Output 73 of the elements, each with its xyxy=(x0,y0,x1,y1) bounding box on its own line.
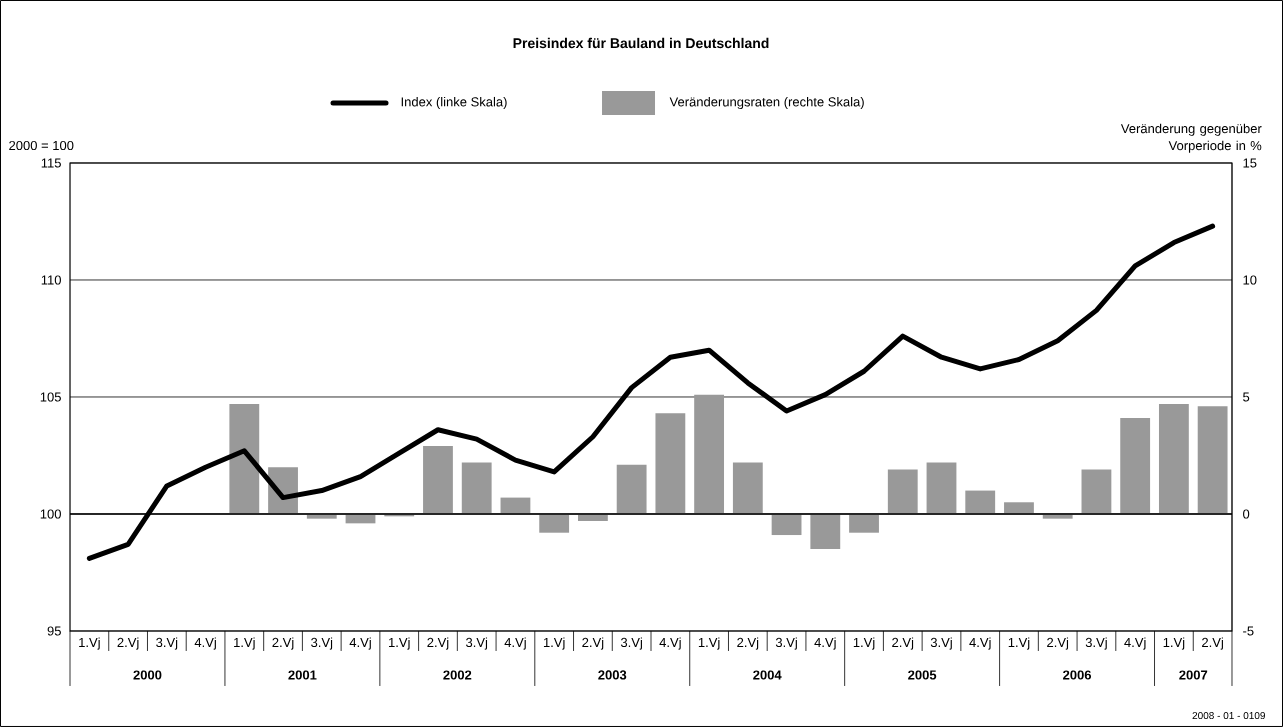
bar xyxy=(1081,469,1112,514)
x-tick-label: 2.Vj xyxy=(272,637,294,650)
x-tick-label: 1.Vj xyxy=(543,637,565,650)
x-tick-label: 2.Vj xyxy=(582,637,604,650)
bar xyxy=(732,462,763,514)
bar xyxy=(655,413,686,514)
bar xyxy=(694,394,725,514)
text: 2005 xyxy=(908,670,937,680)
x-tick-label: 1.Vj xyxy=(389,637,410,650)
x-tick-label: 4.Vj xyxy=(814,637,836,650)
y-tick-label: 95 xyxy=(47,626,61,636)
bar xyxy=(229,404,260,514)
x-tick-label: 2.Vj xyxy=(117,637,139,650)
x-tick-label: 2.Vj xyxy=(1047,637,1069,650)
bar xyxy=(771,513,802,536)
text: 2002 xyxy=(443,670,472,680)
x-tick-label: 2.Vj xyxy=(892,637,914,650)
text: 2001 xyxy=(288,670,317,680)
y2-tick-label: -5 xyxy=(1243,626,1254,636)
bar xyxy=(926,462,957,514)
x-tick-label: 1.Vj xyxy=(234,637,255,650)
x-tick-label: 4.Vj xyxy=(969,637,991,650)
y-tick-label: 110 xyxy=(41,275,61,285)
text: 2007 xyxy=(1179,670,1208,680)
x-tick-label: 4.Vj xyxy=(349,637,371,650)
y-axis-title: 2000 = 100 xyxy=(9,140,74,151)
bar xyxy=(1158,404,1189,514)
bar xyxy=(849,513,879,533)
bar xyxy=(539,513,570,533)
x-tick-label: 4.Vj xyxy=(1124,637,1146,650)
x-tick-label: 3.Vj xyxy=(1085,637,1107,650)
x-tick-label: 3.Vj xyxy=(311,637,333,650)
text: 2006 xyxy=(1063,670,1092,680)
y2-tick-label: 0 xyxy=(1243,509,1250,519)
x-tick-label: 3.Vj xyxy=(775,637,797,650)
chart-title: Preisindex für Bauland in Deutschland xyxy=(513,37,769,49)
x-tick-label: 4.Vj xyxy=(504,637,526,650)
x-tick-label: 2.Vj xyxy=(427,637,449,650)
y-tick-label: 105 xyxy=(40,392,61,402)
text: 2008 - 01 - 0109 xyxy=(1192,712,1265,720)
x-tick-label: 2.Vj xyxy=(1202,637,1223,650)
bar xyxy=(1120,418,1151,514)
bar xyxy=(965,490,996,514)
x-tick-label: 1.Vj xyxy=(698,637,720,650)
text: 2003 xyxy=(598,670,627,680)
x-tick-label: 1.Vj xyxy=(1163,637,1185,650)
y2-axis-title: Veränderung gegenüber Vorperiode in % xyxy=(1120,123,1262,153)
x-tick-label: 3.Vj xyxy=(620,637,642,650)
x-tick-label: 3.Vj xyxy=(930,637,952,650)
bar xyxy=(810,513,841,550)
y2-tick-label: 5 xyxy=(1243,392,1250,402)
y2-tick-label: 15 xyxy=(1243,158,1257,168)
bar xyxy=(1004,502,1034,514)
x-tick-label: 1.Vj xyxy=(853,637,875,650)
text: 2000 xyxy=(133,670,162,680)
y2-tick-label: 10 xyxy=(1243,275,1257,285)
bar xyxy=(461,462,492,514)
bar xyxy=(887,469,918,514)
x-tick-label: 3.Vj xyxy=(156,637,178,650)
legend-label: Index (linke Skala) xyxy=(401,96,507,110)
x-tick-label: 4.Vj xyxy=(194,637,216,650)
x-tick-label: 2.Vj xyxy=(737,637,759,650)
text: 2004 xyxy=(753,670,782,680)
bar xyxy=(1197,406,1228,514)
x-tick-label: 4.Vj xyxy=(659,637,681,650)
y-tick-label: 100 xyxy=(40,509,61,519)
y-tick-label: 115 xyxy=(41,158,61,168)
bar xyxy=(616,464,647,514)
x-tick-label: 1.Vj xyxy=(79,637,100,650)
bar xyxy=(423,446,453,514)
legend-label: Veränderungsraten (rechte Skala) xyxy=(669,96,864,110)
x-tick-label: 3.Vj xyxy=(466,637,488,650)
x-tick-label: 1.Vj xyxy=(1008,637,1030,650)
